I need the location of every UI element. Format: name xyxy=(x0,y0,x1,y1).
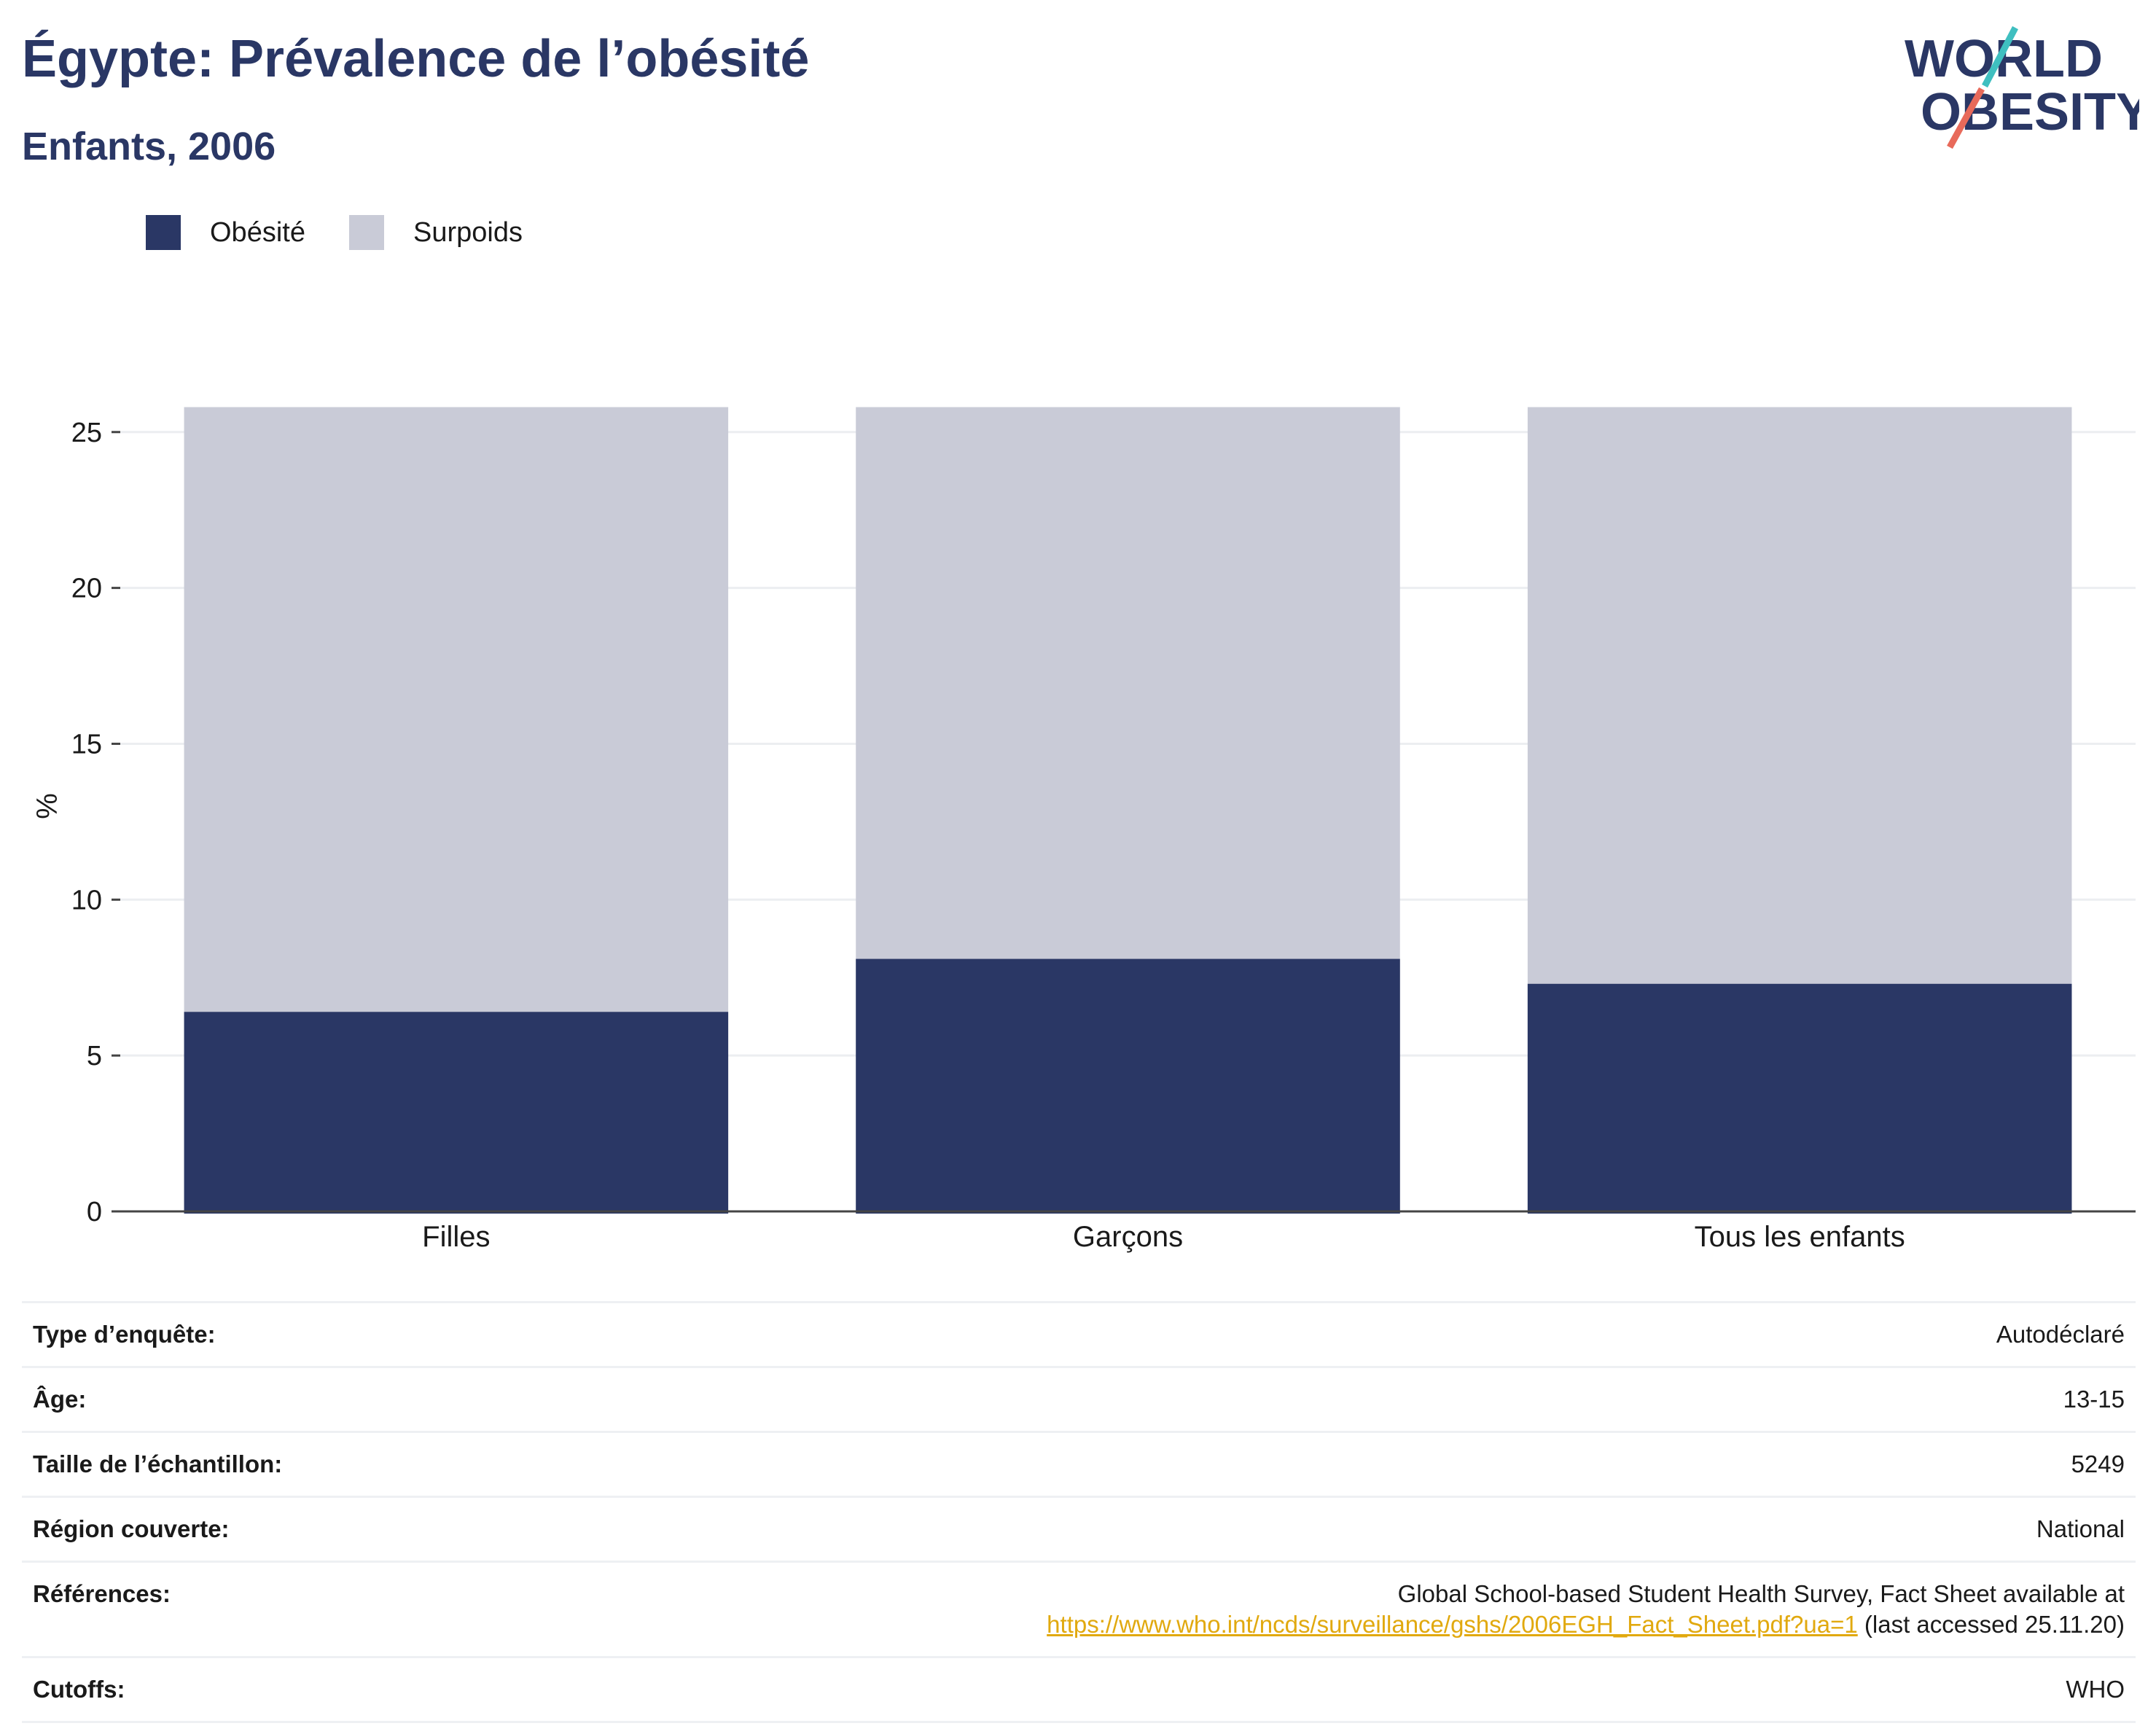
legend-label-obesity: Obésité xyxy=(210,216,305,248)
x-tick-label: Filles xyxy=(422,1221,490,1253)
logo-slash-top xyxy=(1982,26,2018,88)
bar-chart: 0 5 10 15 20 25% Filles Garçons Tous les enfants xyxy=(31,407,2136,1253)
reference-link-line: https://www.who.int/ncds/surveillance/gs… xyxy=(451,1609,2125,1640)
y-tick-label: 5 xyxy=(87,1041,102,1071)
reference-accessed: (last accessed 25.11.20) xyxy=(1864,1611,2125,1638)
chart-subtitle: Enfants, 2006 xyxy=(22,125,276,168)
y-tick-label: 25 xyxy=(71,418,102,448)
survey-info-table: Type d’enquête: Autodéclaré Âge: 13-15 T… xyxy=(22,1301,2136,1723)
info-key: Références: xyxy=(33,1580,171,1607)
x-tick-label: Tous les enfants xyxy=(1695,1221,1905,1253)
legend-swatch-overweight xyxy=(348,215,384,250)
legend: Obésité Surpoids xyxy=(146,215,566,250)
reference-text: Global School-based Student Health Surve… xyxy=(1397,1580,2125,1607)
info-row-cutoffs: Cutoffs: WHO xyxy=(22,1657,2136,1722)
info-value: 13-15 xyxy=(2063,1386,2125,1413)
y-axis-label: % xyxy=(31,793,63,819)
info-key: Cutoffs: xyxy=(33,1676,125,1703)
bar-obesity xyxy=(856,958,1400,1214)
info-key: Type d’enquête: xyxy=(33,1321,216,1348)
reference-link[interactable]: https://www.who.int/ncds/surveillance/gs… xyxy=(1047,1611,1858,1638)
info-row-region: Région couverte: National xyxy=(22,1496,2136,1562)
info-value: National xyxy=(2036,1515,2125,1542)
bar-obesity xyxy=(184,1012,729,1214)
chart-title: Égypte: Prévalence de l’obésité xyxy=(22,30,810,88)
info-key: Taille de l’échantillon: xyxy=(33,1450,283,1477)
logo-line1: WORLD xyxy=(1905,30,2103,88)
y-tick-label: 10 xyxy=(71,885,102,915)
legend-item-obesity[interactable]: Obésité xyxy=(146,215,305,250)
bar-obesity xyxy=(1527,983,2072,1214)
info-value: WHO xyxy=(2066,1676,2125,1703)
x-tick-label: Garçons xyxy=(1073,1221,1183,1253)
info-key: Région couverte: xyxy=(33,1515,230,1542)
info-row-references: Références: Global School-based Student … xyxy=(22,1561,2136,1657)
info-value: Autodéclaré xyxy=(1996,1321,2125,1348)
y-tick-label: 20 xyxy=(71,574,102,604)
info-key: Âge: xyxy=(33,1386,87,1413)
legend-label-overweight: Surpoids xyxy=(413,216,523,248)
y-tick-label: 0 xyxy=(87,1197,102,1227)
info-row-survey-type: Type d’enquête: Autodéclaré xyxy=(22,1302,2136,1367)
logo-slash-bottom xyxy=(1947,87,1985,149)
logo-line2: OBESITY xyxy=(1921,83,2139,141)
legend-item-overweight[interactable]: Surpoids xyxy=(348,215,523,250)
legend-swatch-obesity xyxy=(146,215,181,250)
y-tick-label: 15 xyxy=(71,729,102,759)
info-row-sample-size: Taille de l’échantillon: 5249 xyxy=(22,1432,2136,1497)
info-row-age: Âge: 13-15 xyxy=(22,1367,2136,1432)
world-obesity-logo: WORLD OBESITY xyxy=(1905,26,2139,149)
info-value: 5249 xyxy=(2071,1450,2125,1477)
info-value-references: Global School-based Student Health Surve… xyxy=(440,1562,2136,1657)
